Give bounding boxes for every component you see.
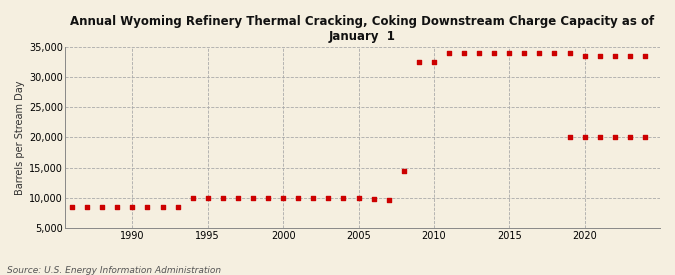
Point bbox=[383, 198, 394, 202]
Point bbox=[353, 196, 364, 200]
Title: Annual Wyoming Refinery Thermal Cracking, Coking Downstream Charge Capacity as o: Annual Wyoming Refinery Thermal Cracking… bbox=[70, 15, 654, 43]
Point bbox=[519, 51, 530, 55]
Point bbox=[398, 169, 409, 173]
Point bbox=[248, 196, 259, 200]
Point bbox=[489, 51, 500, 55]
Point bbox=[82, 205, 92, 209]
Point bbox=[504, 51, 514, 55]
Point bbox=[610, 54, 620, 58]
Point bbox=[610, 135, 620, 140]
Point bbox=[624, 135, 635, 140]
Point bbox=[458, 51, 469, 55]
Point bbox=[594, 135, 605, 140]
Point bbox=[579, 54, 590, 58]
Point bbox=[443, 51, 454, 55]
Point bbox=[187, 196, 198, 200]
Point bbox=[338, 196, 349, 200]
Point bbox=[232, 196, 243, 200]
Point bbox=[594, 54, 605, 58]
Point bbox=[429, 60, 439, 64]
Point bbox=[67, 205, 78, 209]
Text: Source: U.S. Energy Information Administration: Source: U.S. Energy Information Administ… bbox=[7, 266, 221, 275]
Point bbox=[157, 205, 168, 209]
Point bbox=[202, 196, 213, 200]
Point bbox=[217, 196, 228, 200]
Point bbox=[534, 51, 545, 55]
Point bbox=[368, 197, 379, 201]
Point bbox=[413, 60, 424, 64]
Point bbox=[142, 205, 153, 209]
Point bbox=[564, 51, 575, 55]
Point bbox=[263, 196, 273, 200]
Point bbox=[97, 205, 107, 209]
Point bbox=[549, 51, 560, 55]
Point bbox=[564, 135, 575, 140]
Point bbox=[579, 135, 590, 140]
Point bbox=[308, 196, 319, 200]
Point bbox=[474, 51, 485, 55]
Point bbox=[624, 54, 635, 58]
Point bbox=[323, 196, 333, 200]
Point bbox=[639, 135, 650, 140]
Point bbox=[293, 196, 304, 200]
Point bbox=[127, 205, 138, 209]
Point bbox=[172, 205, 183, 209]
Point bbox=[112, 205, 123, 209]
Y-axis label: Barrels per Stream Day: Barrels per Stream Day bbox=[15, 80, 25, 195]
Point bbox=[639, 54, 650, 58]
Point bbox=[277, 196, 288, 200]
